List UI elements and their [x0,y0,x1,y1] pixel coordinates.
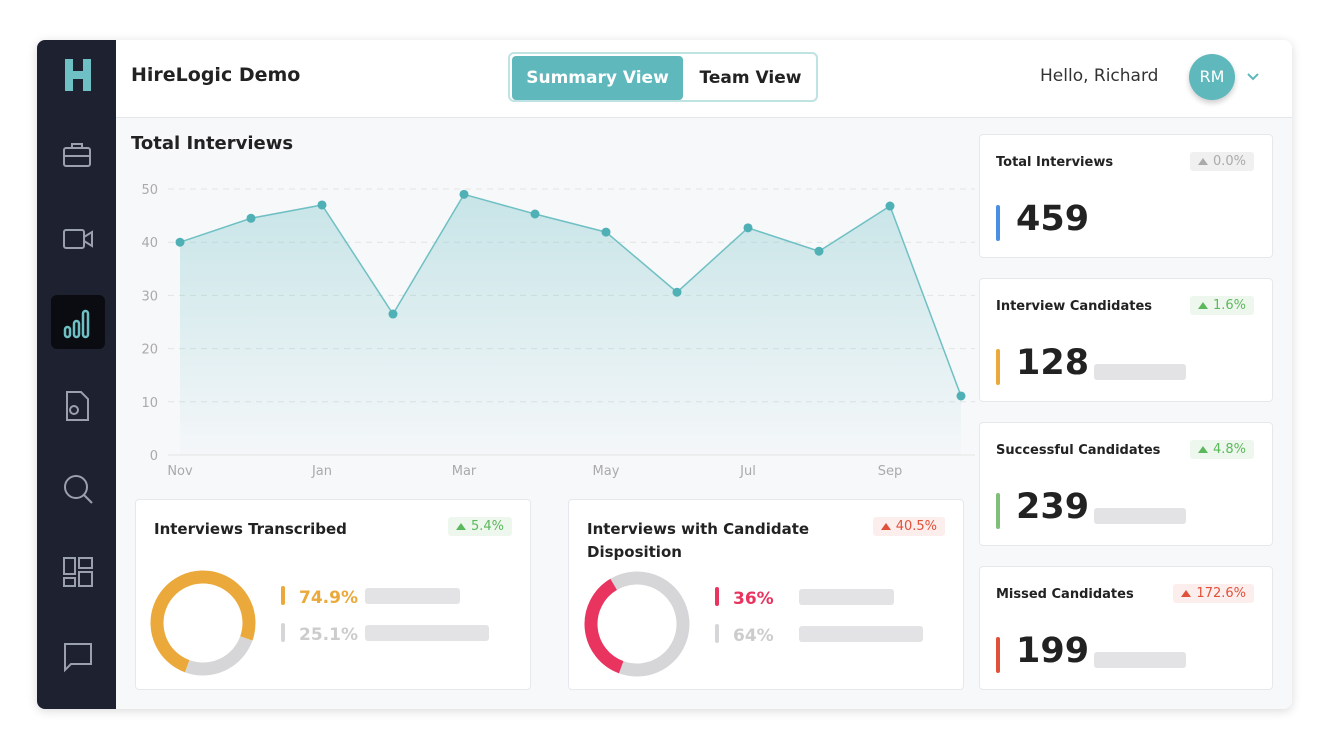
app-frame: HireLogic Demo Summary View Team View He… [37,40,1292,709]
analytics-icon[interactable] [62,307,94,339]
header: HireLogic Demo Summary View Team View He… [116,40,1292,118]
stat-card: Total Interviews 0.0% 459 [979,134,1273,258]
stat-value: 128 [1016,343,1090,383]
donut-card: Interviews with Candidate Disposition 40… [568,499,964,690]
stat-card: Missed Candidates 172.6% 199 [979,566,1273,690]
sidebar [37,40,116,709]
logo [65,59,91,91]
brand: HireLogic Demo [131,64,301,86]
stat-card: Successful Candidates 4.8% 239 [979,422,1273,546]
change-badge: 1.6% [1189,296,1254,315]
card-title: Interview Candidates [996,299,1152,314]
greeting: Hello, Richard [1040,66,1159,86]
chat-icon[interactable] [62,641,94,673]
card-title: Successful Candidates [996,443,1161,458]
avatar[interactable]: RM [1189,54,1235,100]
tab[interactable]: Summary View [512,56,683,100]
stat-value: 239 [1016,487,1090,527]
card-title: Interviews Transcribed [154,520,347,538]
placeholder [1094,652,1186,668]
accent-bar [996,205,1000,241]
placeholder [1094,364,1186,380]
accent-bar [996,349,1000,385]
stat-value: 199 [1016,631,1090,671]
jobs-icon[interactable] [62,140,92,170]
dashboard-icon[interactable] [62,556,94,588]
card-title: Missed Candidates [996,587,1134,602]
document-icon[interactable] [62,390,92,422]
stat-value: 459 [1016,199,1090,239]
accent-bar [996,493,1000,529]
donut-card: Interviews Transcribed 5.4% [135,499,531,690]
search-icon[interactable] [62,473,94,505]
change-badge: 40.5% [872,517,945,536]
change-badge: 172.6% [1173,584,1254,603]
accent-bar [996,637,1000,673]
card-title: Interviews with Candidate Disposition [587,520,810,561]
video-icon[interactable] [62,224,94,254]
card-title: Total Interviews [996,155,1114,170]
placeholder [1094,508,1186,524]
change-badge: 4.8% [1189,440,1254,459]
view-tabs: Summary View Team View [508,52,818,102]
stat-card: Interview Candidates 1.6% 128 [979,278,1273,402]
dropdown-icon[interactable] [1246,72,1260,82]
tab[interactable]: Team View [699,68,802,88]
change-badge: 0.0% [1189,152,1254,171]
change-badge: 5.4% [447,517,512,536]
